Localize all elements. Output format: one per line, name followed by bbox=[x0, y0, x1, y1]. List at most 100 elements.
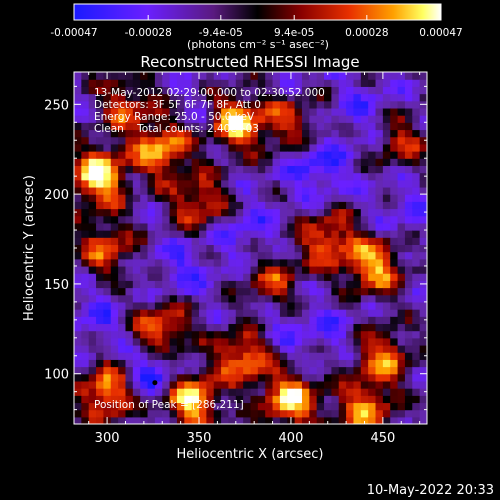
heatmap-cell bbox=[199, 402, 207, 411]
heatmap-cell bbox=[309, 409, 318, 418]
heatmap-cell bbox=[279, 86, 288, 95]
heatmap-cell bbox=[353, 186, 362, 195]
heatmap-cell bbox=[375, 151, 384, 159]
heatmap-cell bbox=[382, 158, 391, 166]
heatmap-cell bbox=[169, 72, 178, 80]
heatmap-cell bbox=[390, 273, 399, 281]
heatmap-cell bbox=[110, 151, 119, 159]
heatmap-cell bbox=[338, 158, 347, 166]
heatmap-cell bbox=[404, 294, 413, 303]
heatmap-cell bbox=[162, 115, 171, 123]
heatmap-cell bbox=[118, 172, 127, 181]
heatmap-cell bbox=[375, 79, 384, 87]
heatmap-cell bbox=[132, 129, 141, 138]
heatmap-cell bbox=[316, 380, 325, 389]
heatmap-cell bbox=[360, 79, 369, 87]
heatmap-cell bbox=[191, 402, 200, 411]
heatmap-cell bbox=[103, 330, 112, 339]
heatmap-cell bbox=[206, 380, 215, 389]
heatmap-cell bbox=[265, 301, 274, 310]
heatmap-cell bbox=[272, 215, 281, 224]
heatmap-cell bbox=[287, 172, 296, 181]
heatmap-cell bbox=[382, 309, 391, 317]
heatmap-cell bbox=[221, 215, 230, 224]
heatmap-cell bbox=[390, 194, 399, 202]
heatmap-cell bbox=[199, 244, 207, 253]
heatmap-cell bbox=[169, 251, 178, 260]
heatmap-cell bbox=[125, 316, 134, 325]
heatmap-cell bbox=[257, 301, 266, 310]
heatmap-cell bbox=[96, 323, 105, 332]
heatmap-cell bbox=[118, 265, 127, 274]
heatmap-cell bbox=[199, 359, 207, 368]
heatmap-cell bbox=[154, 330, 163, 339]
heatmap-cell bbox=[265, 100, 274, 109]
heatmap-cell bbox=[154, 72, 163, 80]
heatmap-cell bbox=[412, 201, 421, 210]
heatmap-cell bbox=[250, 316, 259, 325]
heatmap-cell bbox=[397, 201, 406, 210]
heatmap-cell bbox=[331, 151, 340, 159]
heatmap-cell bbox=[368, 373, 377, 382]
heatmap-cell bbox=[382, 143, 391, 152]
heatmap-cell bbox=[74, 344, 82, 353]
heatmap-cell bbox=[353, 409, 362, 418]
heatmap-cell bbox=[353, 359, 362, 368]
heatmap-cell bbox=[346, 115, 355, 123]
heatmap-cell bbox=[243, 129, 252, 138]
heatmap-cell bbox=[338, 344, 347, 353]
heatmap-cell bbox=[353, 72, 362, 80]
heatmap-cell bbox=[147, 201, 156, 210]
heatmap-cell bbox=[390, 222, 399, 231]
heatmap-cell bbox=[375, 215, 384, 224]
heatmap-cell bbox=[184, 158, 193, 166]
heatmap-cell bbox=[88, 172, 97, 181]
heatmap-cell bbox=[250, 409, 259, 418]
heatmap-cell bbox=[110, 158, 119, 166]
heatmap-cell bbox=[132, 416, 141, 424]
heatmap-cell bbox=[404, 301, 413, 310]
heatmap-cell bbox=[125, 136, 134, 145]
heatmap-cell bbox=[294, 230, 303, 238]
heatmap-cell bbox=[213, 194, 222, 202]
heatmap-cell bbox=[81, 330, 90, 339]
heatmap-cell bbox=[243, 201, 252, 210]
heatmap-cell bbox=[228, 287, 237, 296]
heatmap-cell bbox=[132, 194, 141, 202]
heatmap-cell bbox=[176, 395, 185, 404]
heatmap-cell bbox=[96, 186, 105, 195]
heatmap-cell bbox=[103, 388, 112, 396]
heatmap-cell bbox=[279, 107, 288, 116]
heatmap-cell bbox=[110, 395, 119, 404]
heatmap-cell bbox=[132, 201, 141, 210]
heatmap-cell bbox=[301, 79, 310, 87]
heatmap-cell bbox=[368, 115, 377, 123]
heatmap-cell bbox=[81, 388, 90, 396]
heatmap-cell bbox=[397, 395, 406, 404]
heatmap-cell bbox=[287, 151, 296, 159]
heatmap-cell bbox=[169, 409, 178, 418]
heatmap-cell bbox=[243, 380, 252, 389]
heatmap-cell bbox=[147, 337, 156, 346]
heatmap-cell bbox=[176, 330, 185, 339]
heatmap-cell bbox=[338, 359, 347, 368]
heatmap-cell bbox=[287, 122, 296, 131]
heatmap-cell bbox=[176, 100, 185, 109]
heatmap-cell bbox=[96, 151, 105, 159]
heatmap-cell bbox=[169, 366, 178, 375]
heatmap-cell bbox=[257, 158, 266, 166]
heatmap-cell bbox=[346, 337, 355, 346]
heatmap-cell bbox=[265, 215, 274, 224]
heatmap-cell bbox=[412, 323, 421, 332]
heatmap-cell bbox=[353, 380, 362, 389]
heatmap-cell bbox=[324, 287, 332, 296]
heatmap-cell bbox=[390, 409, 399, 418]
heatmap-cell bbox=[419, 359, 427, 368]
heatmap-cell bbox=[81, 380, 90, 389]
heatmap-cell bbox=[96, 208, 105, 217]
heatmap-cell bbox=[250, 380, 259, 389]
heatmap-cell bbox=[96, 352, 105, 360]
heatmap-cell bbox=[110, 100, 119, 109]
heatmap-cell bbox=[287, 201, 296, 210]
heatmap-cell bbox=[316, 280, 325, 289]
